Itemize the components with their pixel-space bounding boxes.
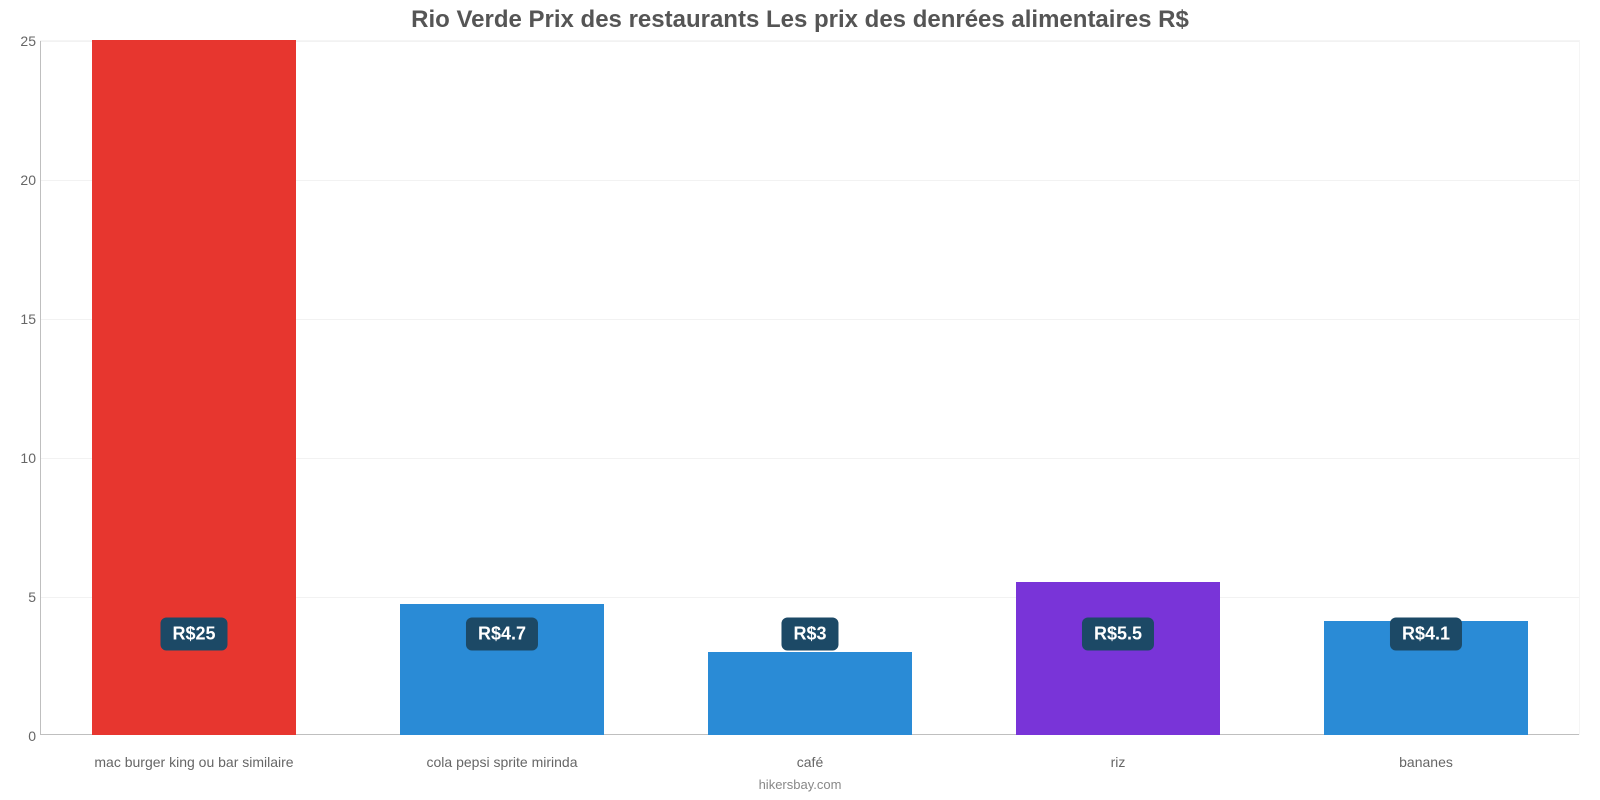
- y-tick-label: 15: [4, 311, 36, 327]
- y-tick-label: 20: [4, 172, 36, 188]
- bar-value-label: R$3: [781, 618, 838, 651]
- x-category-label: café: [797, 754, 823, 770]
- bar-value-label: R$25: [160, 618, 227, 651]
- x-category-label: riz: [1111, 754, 1126, 770]
- bar-value-label: R$5.5: [1082, 618, 1154, 651]
- chart-title: Rio Verde Prix des restaurants Les prix …: [0, 0, 1600, 34]
- y-tick-label: 25: [4, 33, 36, 49]
- plot-area: 0510152025R$25mac burger king ou bar sim…: [40, 40, 1580, 735]
- bar-value-label: R$4.7: [466, 618, 538, 651]
- bar: [708, 652, 911, 735]
- price-bar-chart: Rio Verde Prix des restaurants Les prix …: [0, 0, 1600, 800]
- y-tick-label: 10: [4, 450, 36, 466]
- x-category-label: mac burger king ou bar similaire: [94, 754, 293, 770]
- x-category-label: cola pepsi sprite mirinda: [427, 754, 578, 770]
- x-category-label: bananes: [1399, 754, 1453, 770]
- bar: [1016, 582, 1219, 735]
- y-tick-label: 5: [4, 589, 36, 605]
- y-tick-label: 0: [4, 728, 36, 744]
- y-axis-line: [40, 41, 41, 735]
- bar-value-label: R$4.1: [1390, 618, 1462, 651]
- source-label: hikersbay.com: [759, 777, 842, 792]
